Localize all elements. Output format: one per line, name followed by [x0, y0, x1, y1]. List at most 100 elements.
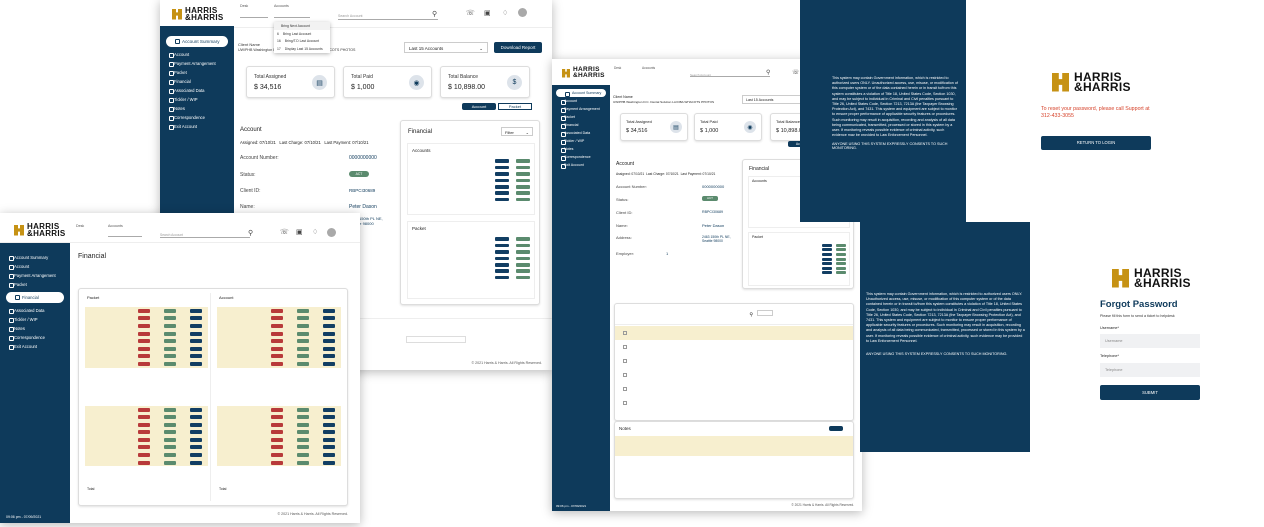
nav-exit-account[interactable]: Exit Account — [0, 342, 70, 351]
total-paid-card: Total Paid $ 1,000 ◉ — [343, 66, 432, 98]
dropdown-item[interactable]: 6 Bring Last Account — [277, 31, 312, 36]
avatar[interactable] — [327, 228, 336, 237]
financial-row — [412, 262, 530, 268]
table-row[interactable] — [615, 368, 853, 382]
nav-account-summary[interactable]: Account Summary — [166, 36, 228, 47]
table-row[interactable] — [615, 354, 853, 368]
search-input[interactable]: Search Account — [690, 72, 770, 77]
search-icon[interactable]: ⚲ — [749, 312, 753, 318]
nav-associated-data[interactable]: Associated Data — [0, 306, 70, 315]
amount-pill — [297, 339, 309, 344]
legal-consent: ANYONE USING THIS SYSTEM EXPRESSLY CONSE… — [866, 352, 1008, 356]
filter-select[interactable] — [757, 310, 773, 316]
bell-icon[interactable]: ♢ — [502, 10, 509, 17]
nav-payment-arrangement[interactable]: Payment Arrangement — [0, 271, 70, 280]
telephone-input[interactable]: Telephone — [1100, 363, 1200, 377]
table-row[interactable] — [615, 340, 853, 354]
amount-pill — [495, 256, 509, 261]
list-item[interactable] — [615, 436, 853, 446]
nav-exit-account[interactable]: Exit Account — [552, 161, 610, 169]
amount-pill — [164, 308, 176, 313]
row-checkbox[interactable] — [623, 359, 627, 363]
financial-row — [752, 266, 846, 271]
nav-packet[interactable]: Packet — [160, 68, 234, 77]
nav-notes[interactable]: Notes — [0, 324, 70, 333]
row-checkbox[interactable] — [623, 387, 627, 391]
accounts-range-select[interactable]: Last 15 Accounts ⌄ — [404, 42, 488, 53]
forgot-password-title: Forgot Password — [1100, 299, 1178, 310]
phone-icon[interactable]: ☏ — [792, 70, 800, 76]
search-input[interactable]: Search Account — [338, 13, 438, 20]
nav-payment-arrangement[interactable]: Payment Arrangement — [552, 105, 610, 113]
download-report-button[interactable]: Download Report — [494, 42, 542, 53]
table-row[interactable] — [615, 382, 853, 396]
inbox-icon[interactable]: ▣ — [296, 229, 303, 236]
nav-correspondence[interactable]: Correspondence — [160, 113, 234, 122]
nav-account[interactable]: Account — [0, 262, 70, 271]
financial-row — [217, 368, 341, 376]
nav-packet[interactable]: Packet — [552, 113, 610, 121]
dropdown-item[interactable]: 16 Bring/T.D Last Account — [277, 39, 320, 44]
nav-payment-arrangement[interactable]: Payment Arrangement — [160, 59, 234, 68]
inbox-icon[interactable]: ▣ — [484, 10, 491, 17]
nav-tickler-wip[interactable]: Tickler / WIP — [0, 315, 70, 324]
nav-account-summary[interactable]: Account Summary — [556, 89, 606, 97]
list-item[interactable] — [615, 476, 853, 486]
search-icon[interactable]: ⚲ — [432, 11, 438, 18]
amount-pill — [495, 178, 509, 183]
search-icon[interactable]: ⚲ — [766, 70, 771, 76]
row-checkbox[interactable] — [623, 373, 627, 377]
dropdown-item[interactable]: Bring Next Account — [274, 22, 330, 30]
desk-select[interactable] — [240, 12, 268, 18]
nav-associated-data[interactable]: Associated Data — [160, 86, 234, 95]
account-tab-button[interactable]: Account — [462, 103, 496, 110]
amount-pill — [271, 460, 283, 465]
nav-financial[interactable]: Financial — [552, 121, 610, 129]
nav-correspondence[interactable]: Correspondence — [0, 333, 70, 342]
notes-table: Notes — [614, 421, 854, 499]
username-input[interactable]: Username — [1100, 334, 1200, 348]
packet-tab-button[interactable]: Packet — [498, 103, 532, 110]
nav-exit-account[interactable]: Exit Account — [160, 122, 234, 131]
row-checkbox[interactable] — [623, 331, 627, 335]
return-to-login-button[interactable]: RETURN TO LOGIN — [1041, 136, 1151, 150]
nav-financial[interactable]: Financial — [6, 292, 64, 303]
nav-account-summary[interactable]: Account Summary — [0, 253, 70, 262]
bell-icon[interactable]: ♢ — [312, 229, 319, 236]
amount-pill — [297, 354, 309, 359]
table-row[interactable] — [615, 396, 853, 410]
list-item[interactable] — [615, 466, 853, 476]
nav-associated-data[interactable]: Associated Data — [552, 129, 610, 137]
row-checkbox[interactable] — [623, 345, 627, 349]
notes-search-input[interactable] — [406, 336, 466, 343]
filter-select[interactable]: Filter ⌄ — [501, 127, 533, 136]
amount-pill — [495, 172, 509, 176]
amount-pill — [516, 250, 530, 254]
phone-icon[interactable]: ☏ — [466, 10, 475, 17]
nav-tickler-wip[interactable]: Tickler / WIP — [160, 95, 234, 104]
phone-icon[interactable]: ☏ — [280, 229, 289, 236]
add-note-button[interactable] — [829, 426, 843, 431]
amount-pill — [836, 248, 846, 252]
nav-correspondence[interactable]: Correspondence — [552, 153, 610, 161]
accounts-select[interactable] — [274, 12, 310, 18]
list-item[interactable] — [615, 446, 853, 456]
nav-account[interactable]: Account — [552, 97, 610, 105]
amount-pill — [297, 361, 309, 366]
accounts-select[interactable] — [108, 231, 142, 237]
avatar[interactable] — [518, 8, 527, 17]
nav-notes[interactable]: Notes — [552, 145, 610, 153]
search-input[interactable]: Search Account — [160, 232, 250, 238]
nav-account[interactable]: Account — [160, 50, 234, 59]
search-icon[interactable]: ⚲ — [248, 230, 254, 237]
total-assigned-card: Total Assigned $ 34,516 ▤ — [246, 66, 335, 98]
list-item[interactable] — [615, 456, 853, 466]
submit-button[interactable]: SUBMIT — [1100, 385, 1200, 400]
table-row[interactable] — [615, 326, 853, 340]
nav-financial[interactable]: Financial — [160, 77, 234, 86]
nav-packet[interactable]: Packet — [0, 280, 70, 289]
nav-tickler-wip[interactable]: Tickler / WIP — [552, 137, 610, 145]
row-checkbox[interactable] — [623, 401, 627, 405]
nav-notes[interactable]: Notes — [160, 104, 234, 113]
dropdown-item[interactable]: 17 Display Last 15 Accounts — [277, 47, 323, 52]
